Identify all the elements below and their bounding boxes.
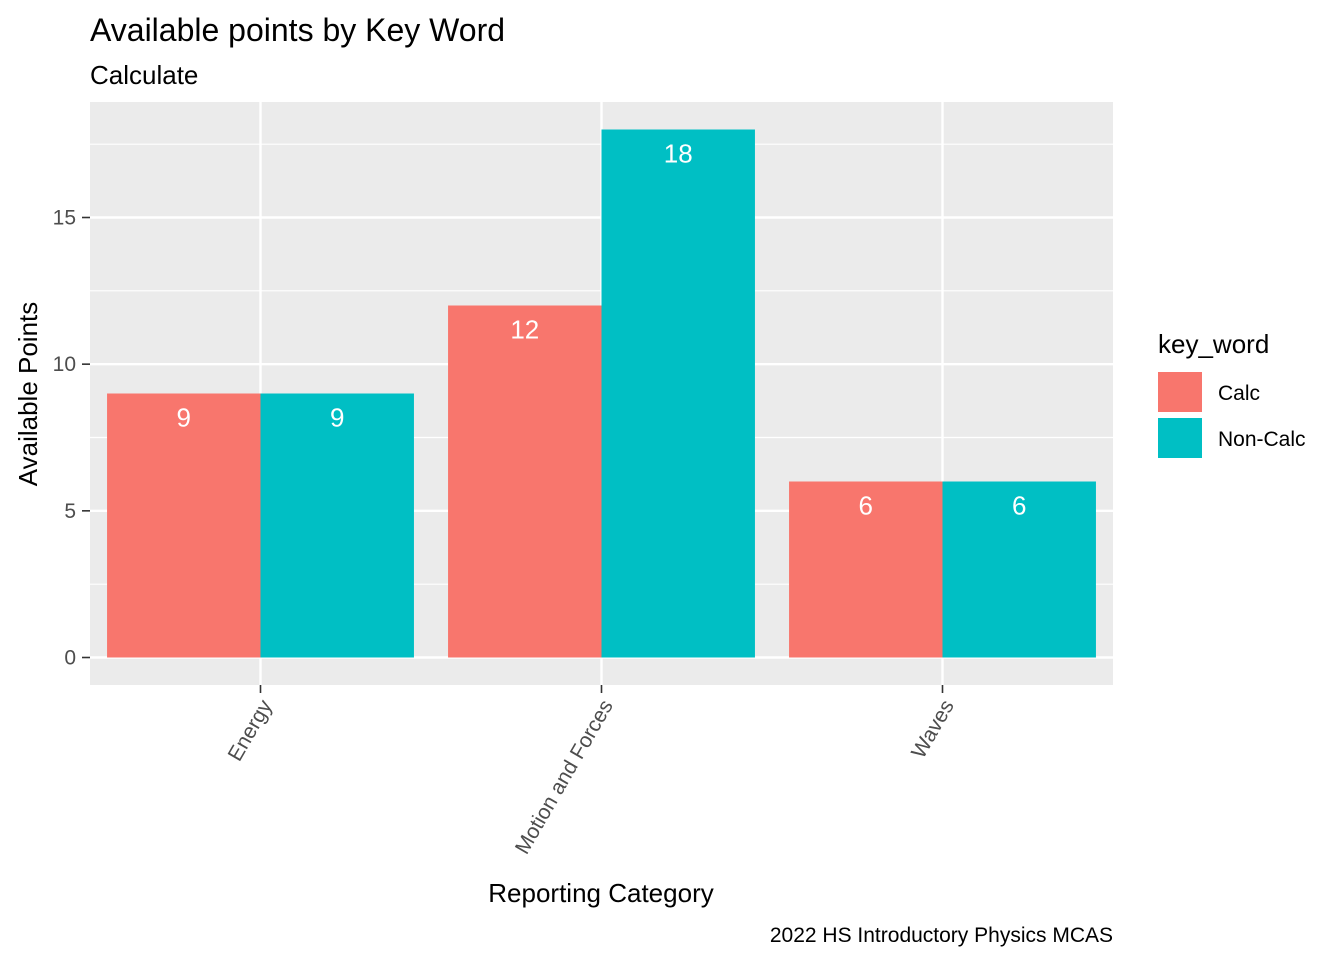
- legend: key_word Calc Non-Calc: [1158, 329, 1306, 458]
- bar: [448, 305, 602, 658]
- data-label: 9: [177, 403, 191, 433]
- legend-label: Calc: [1218, 382, 1260, 405]
- chart-caption: 2022 HS Introductory Physics MCAS: [770, 924, 1113, 947]
- data-label: 6: [1012, 491, 1026, 521]
- data-label: 6: [859, 491, 873, 521]
- bar: [789, 481, 943, 658]
- y-axis: 0 5 10 15: [53, 207, 90, 670]
- legend-key: [1158, 418, 1202, 458]
- x-axis: Energy Motion and Forces Waves: [224, 685, 959, 858]
- chart-title: Available points by Key Word: [90, 12, 505, 48]
- data-label: 9: [330, 403, 344, 433]
- x-tick-label: Energy: [224, 696, 277, 766]
- legend-label: Non-Calc: [1218, 428, 1306, 451]
- bars: 9 9 12 18 6 6: [107, 129, 1096, 658]
- y-tick-label: 5: [64, 500, 76, 523]
- x-tick-label: Waves: [907, 696, 959, 762]
- bar: [260, 393, 414, 658]
- data-label: 12: [510, 315, 539, 345]
- x-axis-title: Reporting Category: [488, 878, 713, 908]
- y-tick-label: 0: [64, 647, 76, 670]
- y-tick-label: 15: [53, 207, 76, 230]
- legend-title: key_word: [1158, 329, 1269, 359]
- data-label: 18: [664, 139, 693, 169]
- bar: [942, 481, 1096, 658]
- y-axis-title: Available Points: [13, 302, 43, 487]
- chart-subtitle: Calculate: [90, 60, 198, 90]
- x-tick-label: Motion and Forces: [511, 696, 618, 858]
- bar: [107, 393, 261, 658]
- legend-key: [1158, 372, 1202, 412]
- bar: [601, 129, 755, 658]
- y-tick-label: 10: [53, 353, 76, 376]
